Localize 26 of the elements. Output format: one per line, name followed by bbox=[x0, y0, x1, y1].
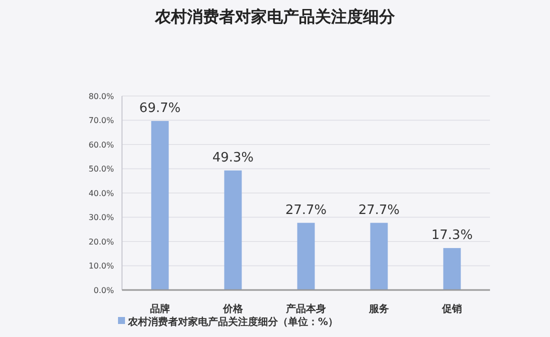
y-tick-label: 40.0% bbox=[88, 188, 114, 198]
y-tick-label: 50.0% bbox=[88, 164, 114, 174]
x-tick-label: 服务 bbox=[368, 303, 390, 315]
bar bbox=[370, 222, 388, 290]
bar bbox=[224, 170, 242, 290]
x-tick-label: 促销 bbox=[441, 303, 462, 315]
y-tick-label: 30.0% bbox=[88, 213, 114, 222]
data-label: 17.3% bbox=[431, 228, 473, 244]
data-label: 27.7% bbox=[285, 202, 327, 218]
bar bbox=[297, 222, 315, 290]
data-label: 49.3% bbox=[212, 150, 254, 166]
data-label: 69.7% bbox=[139, 100, 181, 116]
x-tick-label: 产品本身 bbox=[285, 303, 326, 315]
data-label: 27.7% bbox=[358, 202, 400, 218]
y-tick-label: 60.0% bbox=[88, 140, 114, 150]
y-tick-label: 80.0% bbox=[88, 92, 114, 101]
y-tick-label: 20.0% bbox=[88, 237, 114, 246]
bar bbox=[443, 248, 461, 290]
legend-label: 农村消费者对家电产品关注度细分（单位：%） bbox=[127, 316, 338, 328]
y-tick-label: 70.0% bbox=[88, 116, 114, 126]
chart-title: 农村消费者对家电产品关注度细分 bbox=[154, 7, 396, 26]
y-tick-label: 10.0% bbox=[88, 262, 114, 271]
x-tick-label: 品牌 bbox=[150, 303, 170, 315]
y-tick-label: 0.0% bbox=[94, 286, 114, 295]
bar bbox=[151, 120, 169, 290]
x-tick-label: 价格 bbox=[222, 303, 244, 315]
